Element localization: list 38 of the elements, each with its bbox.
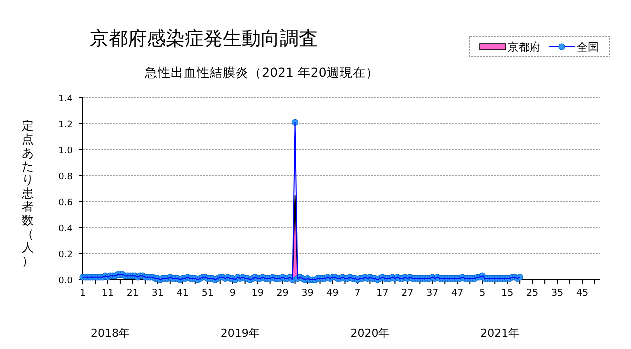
y-tick-label: 0.0: [58, 276, 74, 286]
x-tick-label: 29: [276, 288, 289, 299]
text: 2018年: [90, 327, 130, 340]
y-tick-label: 0.4: [58, 224, 74, 234]
text: 2021年: [480, 327, 520, 340]
x-tick-label: 11: [102, 288, 114, 299]
x-tick-label: 35: [551, 288, 564, 299]
legend-label: 全国: [577, 41, 599, 54]
text: 2019年: [220, 327, 260, 340]
chart-title: 京都府感染症発生動向調査: [90, 28, 318, 50]
x-tick-label: 5: [480, 288, 486, 299]
x-tick-label: 19: [252, 288, 264, 299]
x-tick-label: 15: [502, 288, 514, 299]
x-tick-label: 1: [80, 288, 86, 299]
y-tick-label: 1.4: [58, 94, 74, 104]
y-tick-label: 0.2: [58, 250, 73, 260]
text: 2020年: [350, 327, 390, 340]
x-tick-label: 31: [152, 288, 164, 299]
x-tick-label: 27: [402, 288, 414, 299]
x-tick-label: 21: [126, 288, 139, 299]
x-tick-label: 49: [326, 288, 339, 299]
y-tick-label: 1.0: [58, 146, 74, 156]
x-tick-label: 39: [302, 288, 314, 299]
x-tick-label: 45: [576, 288, 589, 299]
x-tick-label: 41: [176, 288, 189, 299]
x-tick-label: 7: [354, 288, 361, 299]
text: 定点あたり患者数（人）: [22, 119, 34, 268]
y-tick-label: 0.8: [58, 172, 74, 182]
x-tick-label: 37: [426, 288, 439, 299]
x-tick-label: 25: [526, 288, 539, 299]
x-tick-label: 17: [376, 288, 389, 299]
legend-label: 京都府: [508, 41, 541, 54]
x-tick-label: 51: [202, 288, 214, 299]
x-tick-label: 47: [452, 288, 464, 299]
chart-subtitle: 急性出血性結膜炎（2021 年20週現在）: [144, 65, 379, 80]
y-tick-label: 1.2: [58, 120, 73, 130]
y-tick-label: 0.6: [58, 198, 74, 208]
x-tick-label: 9: [230, 288, 236, 299]
